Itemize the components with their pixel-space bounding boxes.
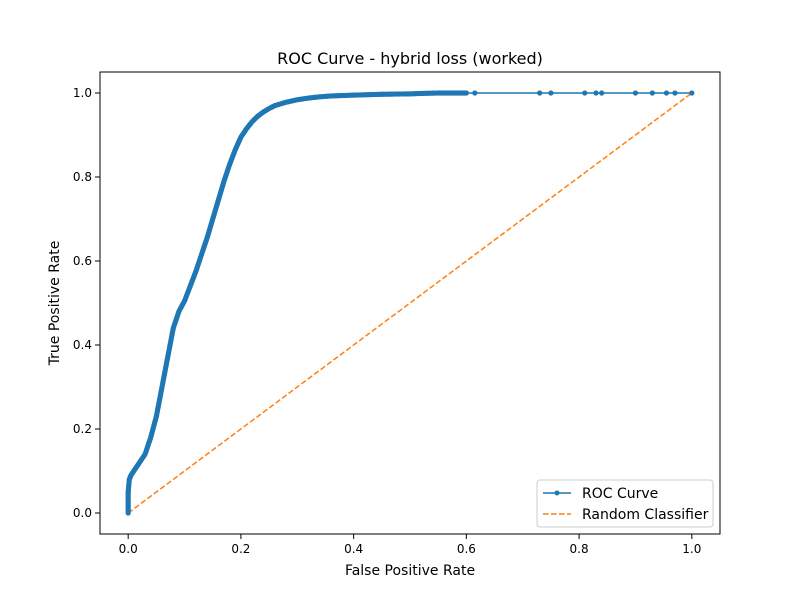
roc-point <box>672 90 678 96</box>
y-tick-label: 1.0 <box>73 86 92 100</box>
roc-point <box>463 90 469 96</box>
legend-roc-marker <box>554 490 560 496</box>
chart-title: ROC Curve - hybrid loss (worked) <box>277 49 543 68</box>
x-tick-label: 0.0 <box>119 542 138 556</box>
x-tick-label: 0.6 <box>457 542 476 556</box>
roc-point <box>649 90 655 96</box>
roc-point <box>537 90 543 96</box>
ticks-layer: 0.0 0.2 0.4 0.6 0.8 1.0 0.0 0.2 0.4 0.6 0.8 1.0 <box>73 86 701 556</box>
roc-point <box>582 90 588 96</box>
roc-point <box>548 90 554 96</box>
x-tick-label: 1.0 <box>682 542 701 556</box>
y-tick-label: 0.6 <box>73 254 92 268</box>
roc-point <box>689 90 695 96</box>
legend-box <box>536 479 714 528</box>
x-tick-label: 0.2 <box>231 542 250 556</box>
y-tick-label: 0.2 <box>73 422 92 436</box>
legend: ROC Curve Random Classifier <box>536 479 714 528</box>
legend-roc-label: ROC Curve <box>582 486 658 502</box>
y-tick-label: 0.4 <box>73 338 92 352</box>
roc-point <box>632 90 639 96</box>
plot-frame <box>99 71 721 535</box>
roc-point <box>663 90 670 96</box>
y-tick-label: 0.0 <box>73 506 92 520</box>
x-tick-label: 0.4 <box>344 542 363 556</box>
x-tick-label: 0.8 <box>570 542 589 556</box>
legend-random-label: Random Classifier <box>582 507 709 523</box>
y-axis-label: True Positive Rate <box>47 241 63 367</box>
series-layer <box>125 90 695 516</box>
roc-point <box>472 90 478 96</box>
x-axis-label: False Positive Rate <box>345 563 475 579</box>
random-classifier-line <box>127 92 693 514</box>
y-tick-label: 0.8 <box>73 170 92 184</box>
roc-point <box>599 90 605 96</box>
roc-point <box>593 90 599 96</box>
